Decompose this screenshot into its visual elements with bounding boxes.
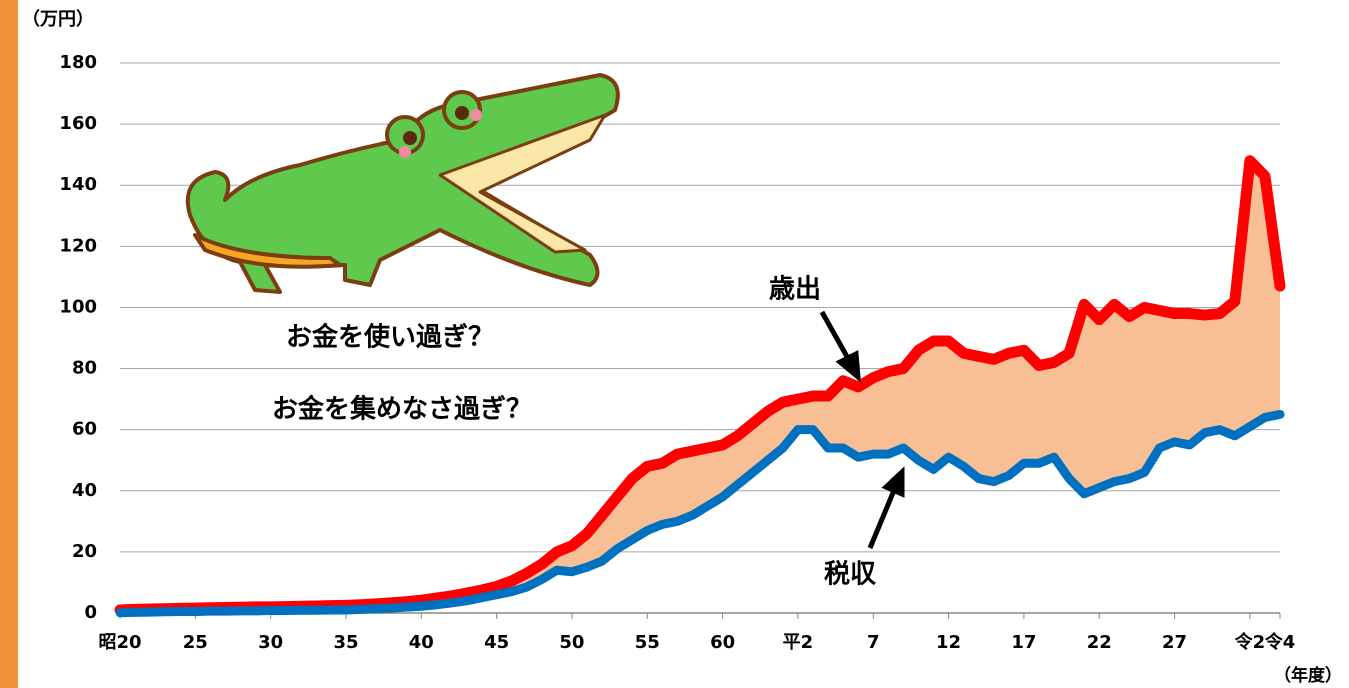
y-tick-label: 0 (84, 602, 97, 623)
x-tick-label: 27 (1162, 632, 1187, 653)
annotation: お金を使い過ぎ？ (286, 322, 494, 353)
x-tick-label: 22 (1087, 632, 1112, 653)
x-unit-label: （年度） (1274, 665, 1342, 686)
x-tick-label: 昭20 (98, 632, 141, 653)
side-bar (0, 0, 18, 688)
unit-label: （万円） (22, 9, 94, 30)
y-tick-label: 20 (72, 541, 97, 562)
y-tick-label: 140 (59, 174, 97, 195)
series-label: 歳出 (769, 275, 821, 305)
x-tick-label: 30 (258, 632, 283, 653)
plot: 0 20 40 60 80 100 120 140 160 180 昭20 25 30 35 40 45 50 5… (59, 52, 1295, 653)
x-tick-label: 平2 (783, 632, 814, 653)
x-tick-label: 50 (559, 632, 584, 653)
crocodile (188, 75, 618, 292)
series-label: 税収 (824, 560, 877, 590)
x-tick-label: 25 (183, 632, 208, 653)
x-tick-label: 60 (710, 632, 735, 653)
y-tick-label: 180 (59, 52, 97, 73)
x-tick-label: 12 (936, 632, 961, 653)
y-tick-label: 160 (59, 113, 97, 134)
y-tick-label: 40 (72, 480, 97, 501)
y-tick-label: 100 (59, 296, 97, 317)
y-tick-label: 60 (72, 419, 97, 440)
x-tick-label: 令2 (1234, 631, 1266, 653)
x-tick-label: 35 (333, 632, 358, 653)
annotation: お金を集めなさ過ぎ？ (272, 394, 532, 425)
x-tick-label: 7 (867, 632, 880, 653)
y-tick-label: 80 (72, 358, 97, 379)
x-tick-label: 17 (1011, 632, 1036, 653)
y-tick-label: 120 (59, 235, 97, 256)
x-tick-label: 令4 (1264, 631, 1296, 653)
x-tick-label: 55 (635, 632, 660, 653)
x-tick-label: 45 (484, 632, 509, 653)
chart: （万円） （年度） 0 20 40 60 80 100 120 140 160 180 昭20 25 3… (0, 0, 1349, 688)
x-tick-label: 40 (409, 632, 434, 653)
